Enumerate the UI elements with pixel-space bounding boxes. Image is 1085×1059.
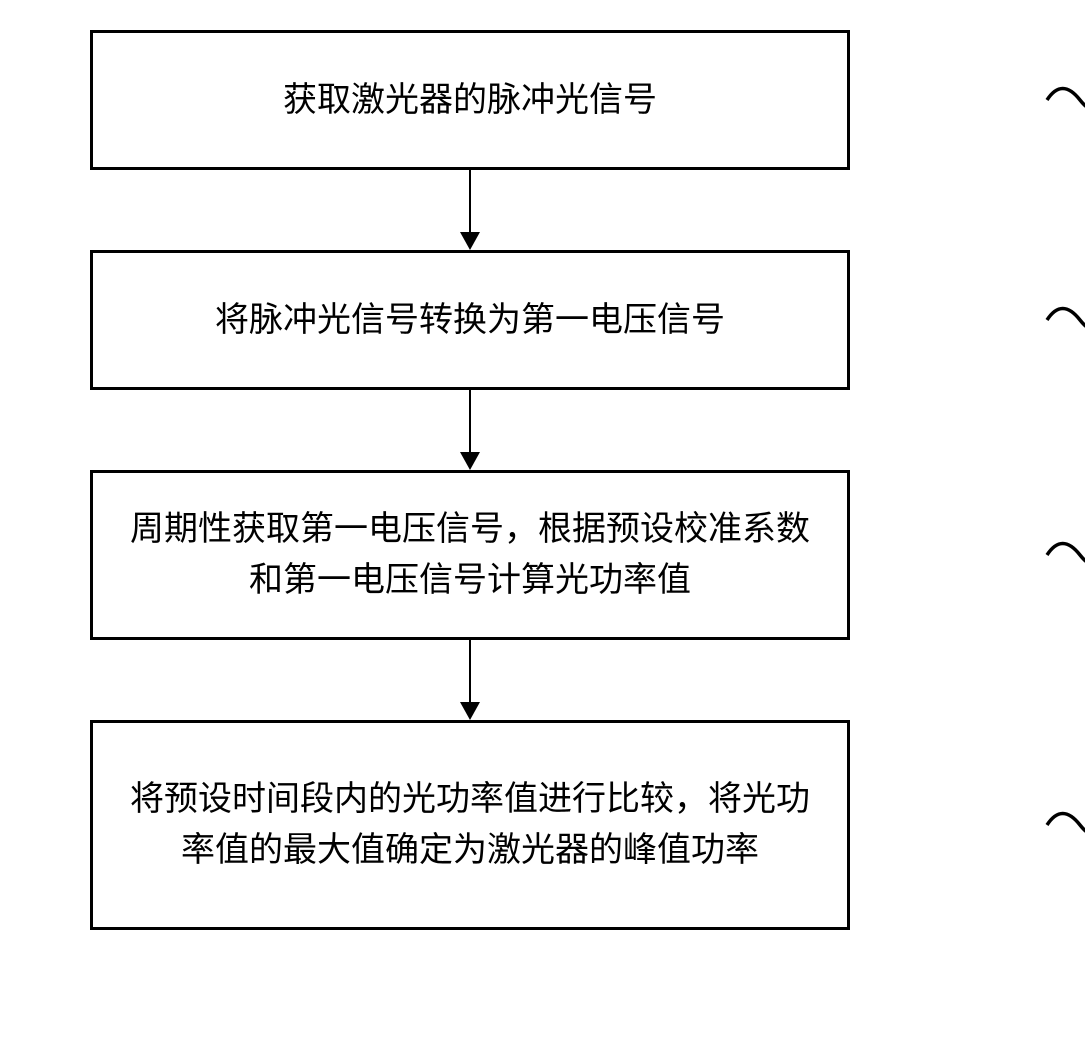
arrow-s30-s40	[90, 640, 850, 720]
step-box-s10: 获取激光器的脉冲光信号	[90, 30, 850, 170]
wave-icon	[1042, 295, 1085, 345]
flowchart-container: 获取激光器的脉冲光信号 S10 将脉冲光信号转换为第一电压信号 S20	[90, 30, 1010, 930]
arrow-head-icon	[460, 702, 480, 720]
arrow-s10-s20	[90, 170, 850, 250]
step-row-s10: 获取激光器的脉冲光信号 S10	[90, 30, 1010, 170]
step-text-s20: 将脉冲光信号转换为第一电压信号	[215, 295, 725, 346]
wave-icon	[1042, 800, 1085, 850]
step-text-s40: 将预设时间段内的光功率值进行比较，将光功率值的最大值确定为激光器的峰值功率	[123, 774, 817, 876]
step-row-s20: 将脉冲光信号转换为第一电压信号 S20	[90, 250, 1010, 390]
arrow-head-icon	[460, 232, 480, 250]
step-box-s40: 将预设时间段内的光功率值进行比较，将光功率值的最大值确定为激光器的峰值功率	[90, 720, 850, 930]
arrow-line	[469, 640, 471, 705]
step-text-s10: 获取激光器的脉冲光信号	[283, 75, 657, 126]
arrow-line	[469, 390, 471, 455]
label-group-s20: S20	[1042, 295, 1085, 345]
step-box-s20: 将脉冲光信号转换为第一电压信号	[90, 250, 850, 390]
wave-icon	[1042, 75, 1085, 125]
wave-icon	[1042, 530, 1085, 580]
step-row-s30: 周期性获取第一电压信号，根据预设校准系数和第一电压信号计算光功率值 S30	[90, 470, 1010, 640]
step-box-s30: 周期性获取第一电压信号，根据预设校准系数和第一电压信号计算光功率值	[90, 470, 850, 640]
box-area: 将预设时间段内的光功率值进行比较，将光功率值的最大值确定为激光器的峰值功率	[90, 720, 850, 930]
step-row-s40: 将预设时间段内的光功率值进行比较，将光功率值的最大值确定为激光器的峰值功率 S4…	[90, 720, 1010, 930]
label-group-s10: S10	[1042, 75, 1085, 125]
label-group-s40: S40	[1042, 800, 1085, 850]
step-text-s30: 周期性获取第一电压信号，根据预设校准系数和第一电压信号计算光功率值	[123, 504, 817, 606]
arrow-s20-s30	[90, 390, 850, 470]
box-area: 将脉冲光信号转换为第一电压信号	[90, 250, 850, 390]
box-area: 周期性获取第一电压信号，根据预设校准系数和第一电压信号计算光功率值	[90, 470, 850, 640]
box-area: 获取激光器的脉冲光信号	[90, 30, 850, 170]
label-group-s30: S30	[1042, 530, 1085, 580]
arrow-head-icon	[460, 452, 480, 470]
arrow-line	[469, 170, 471, 235]
